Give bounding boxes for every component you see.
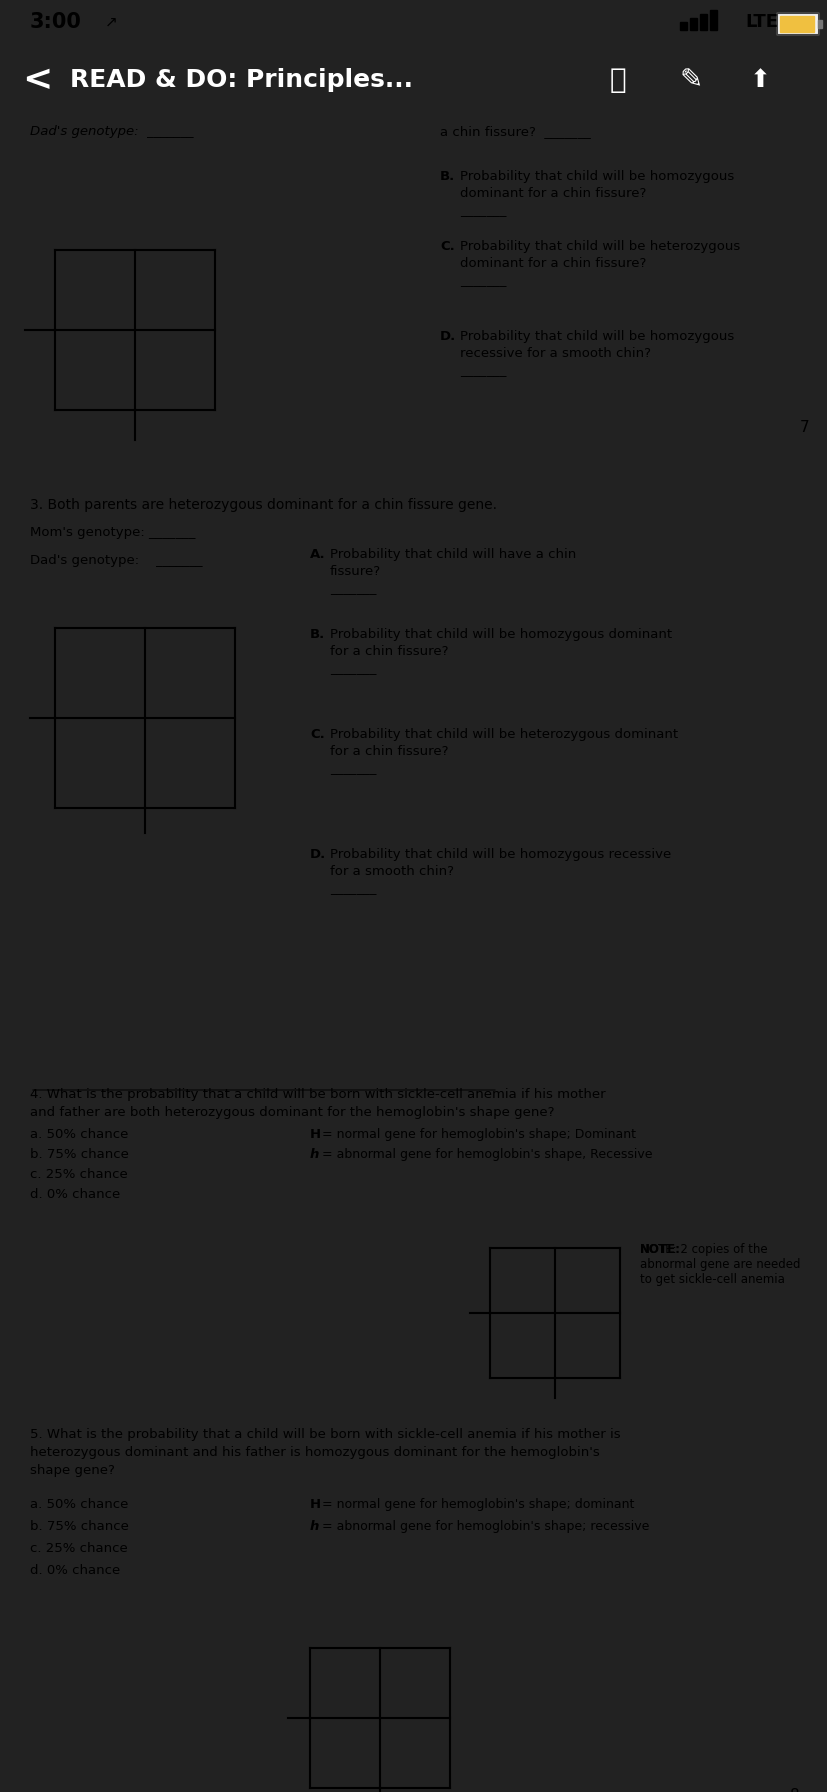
Text: H: H	[309, 1498, 321, 1511]
Text: Probability that child will be homozygous: Probability that child will be homozygou…	[460, 170, 734, 183]
Text: recessive for a smooth chin?: recessive for a smooth chin?	[460, 348, 650, 360]
Text: Dad's genotype:  _______: Dad's genotype: _______	[30, 125, 194, 138]
Text: h: h	[309, 1149, 319, 1161]
Text: Probability that child will be homozygous recessive: Probability that child will be homozygou…	[330, 848, 671, 860]
Text: = normal gene for hemoglobin's shape; dominant: = normal gene for hemoglobin's shape; do…	[322, 1498, 633, 1511]
Bar	[817, 20, 821, 29]
Text: = abnormal gene for hemoglobin's shape, Recessive: = abnormal gene for hemoglobin's shape, …	[322, 1149, 652, 1161]
Text: = abnormal gene for hemoglobin's shape; recessive: = abnormal gene for hemoglobin's shape; …	[322, 1520, 648, 1532]
Bar	[679, 22, 686, 30]
FancyBboxPatch shape	[776, 13, 818, 36]
Text: = normal gene for hemoglobin's shape; Dominant: = normal gene for hemoglobin's shape; Do…	[322, 1127, 635, 1142]
Text: _______: _______	[460, 274, 506, 287]
Text: Dad's genotype:    _______: Dad's genotype: _______	[30, 554, 203, 566]
Text: a. 50% chance: a. 50% chance	[30, 1498, 128, 1511]
Text: Probability that child will be homozygous dominant: Probability that child will be homozygou…	[330, 627, 672, 642]
Text: Probability that child will have a chin: Probability that child will have a chin	[330, 548, 576, 561]
Text: Mom's genotype: _______: Mom's genotype: _______	[30, 527, 195, 539]
Text: 5. What is the probability that a child will be born with sickle-cell anemia if : 5. What is the probability that a child …	[30, 1428, 620, 1441]
Bar	[779, 16, 813, 32]
Text: h: h	[309, 1520, 319, 1532]
Text: 3. Both parents are heterozygous dominant for a chin fissure gene.: 3. Both parents are heterozygous dominan…	[30, 498, 496, 513]
Text: c. 25% chance: c. 25% chance	[30, 1168, 127, 1181]
Text: 4. What is the probability that a child will be born with sickle-cell anemia if : 4. What is the probability that a child …	[30, 1088, 605, 1100]
Text: Probability that child will be heterozygous dominant: Probability that child will be heterozyg…	[330, 728, 677, 742]
Text: heterozygous dominant and his father is homozygous dominant for the hemoglobin's: heterozygous dominant and his father is …	[30, 1446, 599, 1459]
Text: <: <	[22, 63, 52, 97]
Text: c. 25% chance: c. 25% chance	[30, 1541, 127, 1555]
Text: fissure?: fissure?	[330, 564, 380, 579]
Text: and father are both heterozygous dominant for the hemoglobin's shape gene?: and father are both heterozygous dominan…	[30, 1106, 554, 1118]
Text: _______: _______	[330, 661, 376, 676]
Text: H: H	[309, 1127, 321, 1142]
Text: Probability that child will be heterozygous: Probability that child will be heterozyg…	[460, 240, 739, 253]
Text: C.: C.	[309, 728, 324, 742]
Text: b. 75% chance: b. 75% chance	[30, 1520, 129, 1532]
Text: b. 75% chance: b. 75% chance	[30, 1149, 129, 1161]
Text: _______: _______	[460, 204, 506, 217]
Text: 3:00: 3:00	[30, 13, 82, 32]
Text: NOTE: 2 copies of the
abnormal gene are needed
to get sickle-cell anemia: NOTE: 2 copies of the abnormal gene are …	[639, 1244, 800, 1287]
Bar	[689, 18, 696, 30]
Text: _______: _______	[460, 364, 506, 376]
Bar	[699, 14, 706, 30]
Text: 7: 7	[799, 419, 809, 435]
Text: D.: D.	[439, 330, 456, 342]
Bar	[709, 11, 716, 30]
Text: shape gene?: shape gene?	[30, 1464, 115, 1477]
Text: _______: _______	[330, 882, 376, 894]
Text: B.: B.	[309, 627, 325, 642]
Text: ⌕: ⌕	[609, 66, 626, 93]
Text: LTE: LTE	[744, 13, 777, 30]
Text: _______: _______	[330, 582, 376, 595]
Text: a chin fissure?  _______: a chin fissure? _______	[439, 125, 590, 138]
Text: Probability that child will be homozygous: Probability that child will be homozygou…	[460, 330, 734, 342]
Text: READ & DO: Principles...: READ & DO: Principles...	[70, 68, 413, 91]
Text: dominant for a chin fissure?: dominant for a chin fissure?	[460, 256, 646, 271]
Text: NOTE:: NOTE:	[639, 1244, 680, 1256]
Text: 8: 8	[789, 1788, 799, 1792]
Text: ⬆: ⬆	[749, 68, 770, 91]
Text: ↗: ↗	[105, 14, 117, 29]
Text: ✎: ✎	[679, 66, 702, 93]
Text: a. 50% chance: a. 50% chance	[30, 1127, 128, 1142]
Text: _______: _______	[330, 762, 376, 774]
Text: d. 0% chance: d. 0% chance	[30, 1188, 120, 1201]
Text: dominant for a chin fissure?: dominant for a chin fissure?	[460, 186, 646, 201]
Text: for a chin fissure?: for a chin fissure?	[330, 745, 448, 758]
Text: C.: C.	[439, 240, 454, 253]
Text: B.: B.	[439, 170, 455, 183]
Text: A.: A.	[309, 548, 325, 561]
Text: D.: D.	[309, 848, 326, 860]
Text: for a chin fissure?: for a chin fissure?	[330, 645, 448, 658]
Text: d. 0% chance: d. 0% chance	[30, 1564, 120, 1577]
Text: for a smooth chin?: for a smooth chin?	[330, 866, 453, 878]
